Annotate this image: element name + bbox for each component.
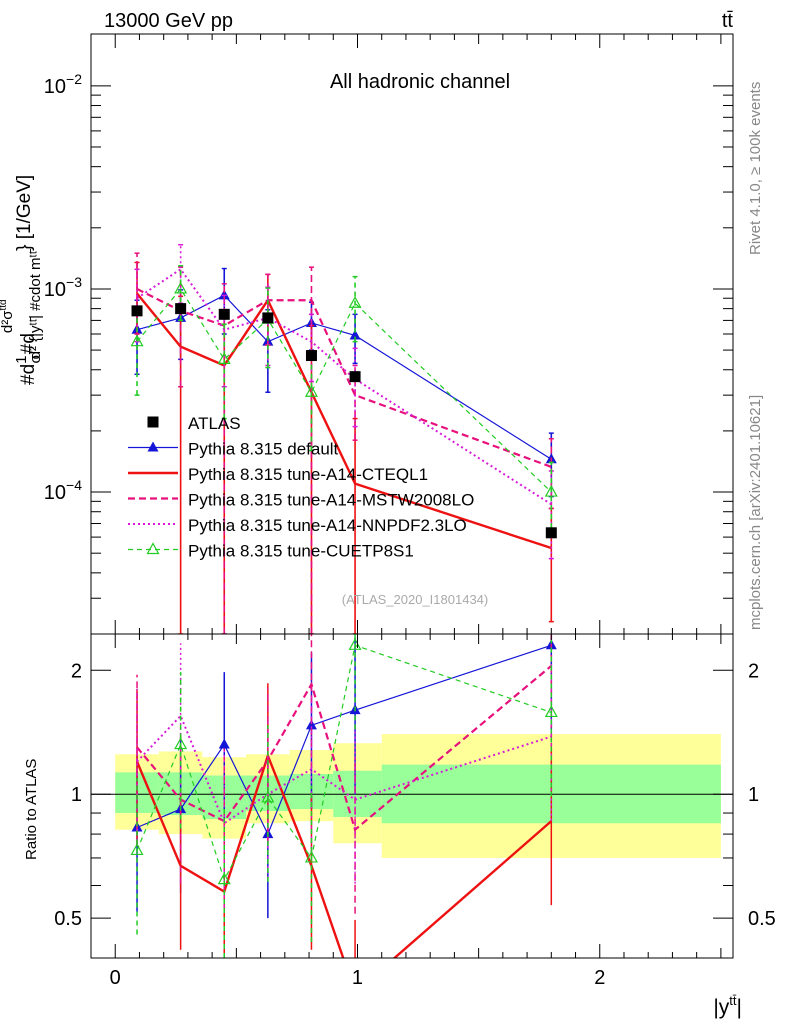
ratio-y-tick-label-right: 0.5 — [748, 908, 776, 930]
ylabel-num: d²σ — [0, 310, 16, 333]
ratio-line — [136, 644, 552, 882]
legend-label: Pythia 8.315 default — [188, 440, 339, 459]
atlas-data-point — [545, 527, 557, 539]
atlas-data-point — [262, 312, 274, 324]
series-line — [136, 294, 552, 460]
ratio-point — [218, 738, 230, 749]
legend-entry-a14_cteql1: Pythia 8.315 tune-A14-CTEQL1 — [128, 465, 428, 484]
legend-label: Pythia 8.315 tune-A14-CTEQL1 — [188, 465, 428, 484]
ylabel-prefix: #d — [18, 364, 39, 385]
ratio-point — [217, 872, 231, 885]
ratio-data — [130, 634, 558, 958]
ylabel-frac-num: 1 — [13, 356, 30, 364]
ratio-series-cuetp8s1 — [130, 634, 558, 958]
ratio-point — [130, 843, 144, 856]
series-atlas — [131, 303, 557, 539]
ratio-y-tick-label-left: 2 — [71, 660, 82, 682]
x-tick-label: 1 — [352, 967, 363, 989]
atlas-data-point — [131, 305, 143, 317]
ylabel-num-sup: ttd — [0, 299, 9, 310]
ratio-point — [261, 790, 275, 803]
legend-entry-default: Pythia 8.315 default — [128, 440, 339, 459]
ratio-y-tick-label-right: 2 — [748, 660, 759, 682]
x-ticks: 0 1 2 — [110, 34, 722, 989]
legend-label: Pythia 8.315 tune-A14-NNPDF2.3LO — [188, 516, 467, 535]
main-y-axis-label: #d1σ#dd²σttd d² {|yᵗᵗ̄| #cdot mᵗᵗ̄} [1/Ge… — [0, 175, 44, 385]
legend-marker — [146, 542, 160, 555]
ratio-y-tick-label-left: 1 — [71, 784, 82, 806]
legend-marker — [147, 441, 159, 452]
atlas-data-point — [175, 303, 187, 315]
data-point — [130, 334, 144, 347]
x-axis-label: |ytt̄| — [713, 993, 742, 1019]
ylabel-frac-den: σ — [27, 354, 44, 364]
ratio-panel: 0 1 2 0.5 0.5 1 1 2 2 — [54, 34, 776, 989]
data-point — [217, 352, 231, 364]
x-tick-label: 0 — [110, 967, 121, 989]
data-point — [174, 281, 188, 294]
y-tick-label: 10−3 — [44, 274, 82, 301]
atlas-data-point — [218, 308, 230, 320]
ratio-point — [305, 719, 317, 730]
legend-entry-atlas: ATLAS — [147, 414, 241, 433]
data-point — [348, 296, 362, 308]
energy-label: 13000 GeV pp — [104, 10, 233, 32]
ylabel-d2: #d — [18, 333, 39, 354]
series-a14_nnpdf — [134, 244, 554, 560]
panel-title: All hadronic channel — [330, 71, 510, 93]
ylabel-den: d² {|yᵗᵗ̄| #cdot mᵗᵗ̄ — [27, 249, 44, 360]
atlas-data-point — [349, 371, 361, 383]
legend: ATLAS Pythia 8.315 default Pythia 8.315 tu… — [128, 414, 474, 561]
legend-entry-cuetp8s1: Pythia 8.315 tune-CUETP8S1 — [128, 542, 414, 561]
ratio-y-tick-label-left: 0.5 — [54, 908, 82, 930]
main-data — [130, 244, 558, 634]
rivet-version-label: Rivet 4.1.0, ≥ 100k events — [747, 82, 764, 255]
atlas-data-point — [305, 350, 317, 362]
legend-label: Pythia 8.315 tune-A14-MSTW2008LO — [188, 491, 474, 510]
legend-entry-a14_mstw: Pythia 8.315 tune-A14-MSTW2008LO — [128, 491, 474, 510]
legend-entry-a14_nnpdf: Pythia 8.315 tune-A14-NNPDF2.3LO — [128, 516, 467, 535]
analysis-watermark: (ATLAS_2020_I1801434) — [342, 592, 488, 607]
ratio-y-axis-label: Ratio to ATLAS — [23, 759, 40, 860]
y-tick-label: 10−2 — [44, 71, 82, 98]
ratio-point — [304, 850, 318, 863]
ylabel-unit: } [1/GeV] — [14, 175, 35, 251]
legend-label: ATLAS — [188, 414, 241, 433]
x-tick-label: 2 — [594, 967, 605, 989]
y-tick-label: 10−4 — [44, 477, 82, 504]
main-panel: 10−2 10−3 10−4 All hadronic channel (ATLAS_2… — [44, 33, 734, 635]
main-y-ticks: 10−2 10−3 10−4 — [44, 71, 733, 635]
data-point — [349, 329, 361, 340]
legend-label: Pythia 8.315 tune-CUETP8S1 — [188, 542, 414, 561]
uncertainty-bands — [115, 734, 721, 858]
data-point — [544, 484, 558, 497]
legend-marker — [147, 416, 159, 428]
process-label: tt̄ — [722, 10, 734, 32]
ratio-line — [136, 714, 552, 825]
data-point — [304, 385, 318, 397]
ratio-y-tick-label-right: 1 — [748, 784, 759, 806]
mcplots-site-label: mcplots.cern.ch [arXiv:2401.10621] — [747, 395, 764, 630]
ratio-point — [174, 737, 188, 750]
data-point — [218, 289, 230, 300]
ratio-frame — [90, 633, 734, 959]
ratio-y-ticks: 0.5 0.5 1 1 2 2 — [54, 660, 776, 930]
ratio-point — [544, 705, 558, 718]
